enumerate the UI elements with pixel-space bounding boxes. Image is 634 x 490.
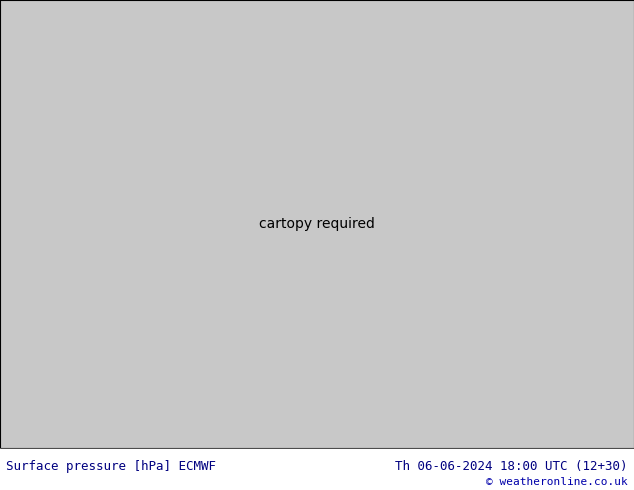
- Text: Th 06-06-2024 18:00 UTC (12+30): Th 06-06-2024 18:00 UTC (12+30): [395, 460, 628, 473]
- Text: © weatheronline.co.uk: © weatheronline.co.uk: [486, 477, 628, 487]
- Text: cartopy required: cartopy required: [259, 217, 375, 231]
- Text: Surface pressure [hPa] ECMWF: Surface pressure [hPa] ECMWF: [6, 460, 216, 473]
